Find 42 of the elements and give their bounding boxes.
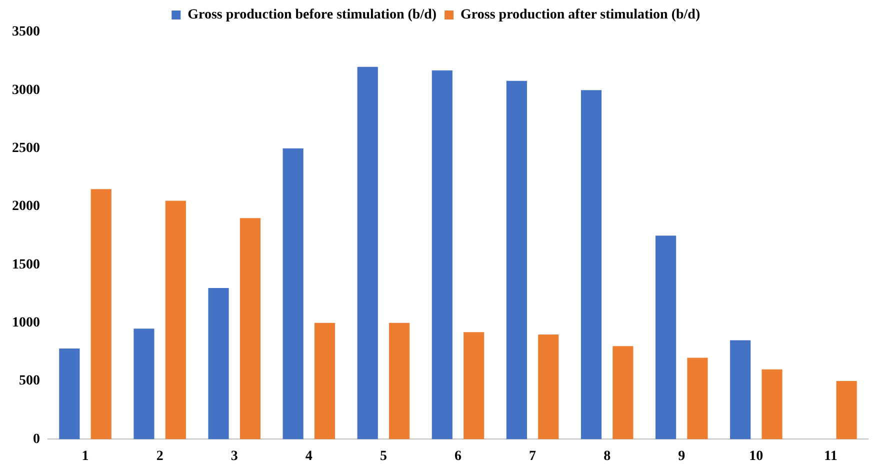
x-tick-label: 9 [678, 449, 686, 464]
x-tick-label: 2 [156, 449, 164, 464]
bar [836, 381, 857, 440]
y-tick-label: 1000 [12, 315, 40, 330]
bar [282, 148, 304, 440]
y-tick-label: 3000 [12, 82, 40, 98]
y-tick-label: 2000 [12, 199, 40, 214]
bar [357, 66, 378, 440]
x-tick-label: 3 [230, 449, 238, 464]
x-tick-label: 7 [529, 449, 536, 464]
bar [730, 340, 751, 440]
bar [464, 332, 484, 440]
bar [506, 80, 527, 440]
y-tick-label: 0 [33, 432, 40, 447]
legend-label: Gross production before stimulation (b/d) [188, 8, 437, 23]
bar [134, 328, 154, 440]
bar [90, 189, 112, 440]
bar [314, 322, 336, 440]
x-tick-label: 11 [824, 449, 838, 464]
x-tick-label: 10 [749, 449, 764, 464]
bar [612, 346, 634, 440]
bar [538, 334, 559, 440]
legend-label: Gross production after stimulation (b/d) [460, 8, 700, 23]
bar [59, 348, 80, 440]
x-tick-label: 5 [380, 449, 387, 464]
x-tick-label: 1 [82, 449, 89, 464]
bar [240, 218, 260, 440]
bar [687, 358, 708, 440]
bar [656, 236, 676, 440]
bar [208, 288, 229, 440]
y-tick-label: 500 [19, 374, 40, 389]
bar [580, 90, 602, 440]
x-tick-label: 4 [305, 449, 312, 464]
y-tick-label: 2500 [12, 140, 40, 156]
y-tick-label: 3500 [12, 24, 40, 40]
bar [165, 200, 186, 440]
bar [762, 369, 782, 440]
x-tick-label: 8 [604, 449, 611, 464]
bar [389, 322, 410, 440]
bar [432, 70, 452, 440]
x-tick-label: 6 [454, 449, 462, 464]
y-tick-label: 1500 [12, 257, 40, 272]
